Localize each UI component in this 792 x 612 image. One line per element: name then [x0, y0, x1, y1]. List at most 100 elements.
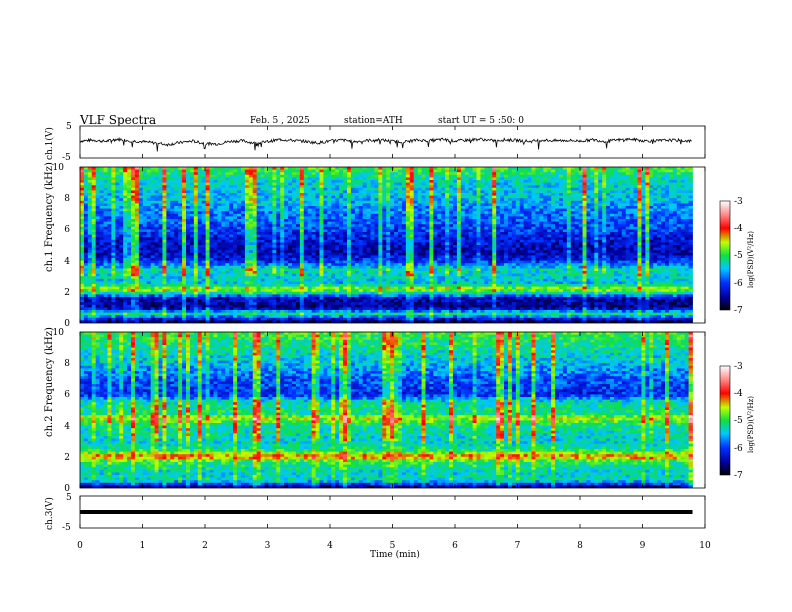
spectrogram-cell: [378, 302, 383, 306]
spectrogram-cell: [99, 190, 104, 194]
spectrogram-cell: [229, 219, 234, 222]
spectrogram-cell: [182, 242, 187, 246]
spectrogram-cell: [162, 265, 167, 269]
spectrogram-cell: [354, 245, 360, 248]
spectrogram-cell: [99, 310, 104, 313]
spectrogram-cell: [378, 213, 383, 217]
spectrogram-cell: [401, 294, 407, 298]
spectrogram-cell: [276, 242, 281, 246]
spectrogram-cell: [398, 245, 403, 248]
spectrogram-cell: [299, 297, 305, 300]
spectrogram-cell: [107, 182, 112, 186]
spectrogram-cell: [405, 174, 411, 178]
spectrogram-cell: [142, 195, 148, 199]
spectrogram-cell: [146, 211, 152, 215]
spectrogram-cell: [366, 247, 371, 251]
spectrogram-cell: [358, 294, 364, 298]
spectrogram-cell: [378, 284, 383, 287]
spectrogram-cell: [213, 172, 218, 176]
spectrogram-cell: [83, 234, 89, 238]
spectrogram-cell: [80, 226, 85, 230]
spectrogram-cell: [401, 182, 407, 186]
spectrogram-cell: [154, 198, 159, 202]
spectrogram-cell: [248, 265, 254, 269]
spectrogram-cell: [248, 317, 254, 321]
spectrogram-cell: [288, 219, 293, 222]
spectrogram-cell: [398, 304, 403, 308]
spectrogram-cell: [174, 284, 179, 287]
spectrogram-cell: [115, 268, 120, 272]
spectrogram-cell: [95, 271, 101, 274]
spectrogram-cell: [103, 294, 108, 298]
spectrogram-cell: [268, 172, 273, 176]
spectrogram-cell: [299, 265, 305, 269]
spectrogram-cell: [272, 294, 277, 298]
spectrogram-cell: [386, 310, 391, 313]
spectrogram-cell: [138, 252, 144, 256]
spectrogram-cell: [350, 239, 356, 243]
spectrogram-cell: [233, 294, 238, 298]
spectrogram-cell: [99, 294, 104, 298]
spectrogram-cell: [295, 180, 301, 183]
spectrogram-cell: [276, 221, 281, 225]
spectrogram-cell: [237, 242, 242, 246]
spectrogram-cell: [103, 180, 108, 183]
spectrogram-cell: [327, 284, 332, 287]
spectrogram-cell: [354, 276, 360, 280]
spectrogram-cell: [174, 172, 179, 176]
spectrogram-cell: [189, 216, 195, 220]
spectrogram-cell: [134, 206, 140, 209]
spectrogram-cell: [358, 273, 364, 277]
spectrogram-cell: [95, 185, 101, 189]
spectrogram-cell: [138, 258, 144, 261]
spectrogram-cell: [299, 289, 305, 293]
spectrogram-cell: [146, 299, 152, 303]
spectrogram-cell: [378, 263, 383, 267]
spectrogram-cell: [138, 271, 144, 274]
spectrogram-cell: [186, 268, 191, 272]
spectrogram-cell: [354, 294, 360, 298]
spectrogram-cell: [103, 250, 108, 254]
spectrogram-cell: [378, 281, 383, 285]
spectrogram-cell: [386, 247, 391, 251]
spectrogram-cell: [111, 172, 116, 176]
spectrogram-cell: [292, 312, 297, 316]
spectrogram-cell: [378, 245, 383, 248]
spectrogram-cell: [244, 278, 250, 282]
spectrogram-cell: [213, 258, 218, 261]
spectrogram-cell: [299, 206, 305, 209]
spectrogram-cell: [315, 276, 320, 280]
spectrogram-cell: [205, 208, 210, 212]
spectrogram-cell: [209, 208, 214, 212]
spectrogram-cell: [307, 304, 313, 308]
spectrogram-cell: [115, 304, 120, 308]
spectrogram-cell: [358, 213, 364, 217]
spectrogram-cell: [166, 289, 171, 293]
spectrogram-cell: [131, 281, 136, 285]
spectrogram-cell: [138, 195, 144, 199]
spectrogram-cell: [119, 224, 124, 228]
spectrogram-cell: [178, 291, 183, 295]
spectrogram-cell: [401, 219, 407, 222]
spectrogram-cell: [134, 289, 140, 293]
spectrogram-cell: [229, 252, 234, 256]
spectrogram-cell: [331, 242, 336, 246]
spectrogram-cell: [170, 258, 175, 261]
spectrogram-cell: [154, 291, 159, 295]
spectrogram-cell: [103, 278, 108, 282]
spectrogram-cell: [103, 273, 108, 277]
spectrogram-cell: [358, 302, 364, 306]
spectrogram-cell: [327, 206, 332, 209]
spectrogram-cell: [295, 247, 301, 251]
spectrogram-cell: [358, 317, 364, 321]
spectrogram-cell: [119, 221, 124, 225]
spectrogram-cell: [378, 307, 383, 311]
spectrogram-cell: [99, 182, 104, 186]
spectrogram-cell: [127, 250, 132, 254]
spectrogram-cell: [150, 211, 155, 215]
spectrogram-cell: [83, 174, 89, 178]
spectrogram-cell: [138, 281, 144, 285]
spectrogram-cell: [115, 185, 120, 189]
spectrogram-cell: [319, 169, 324, 173]
spectrogram-cell: [138, 174, 144, 178]
